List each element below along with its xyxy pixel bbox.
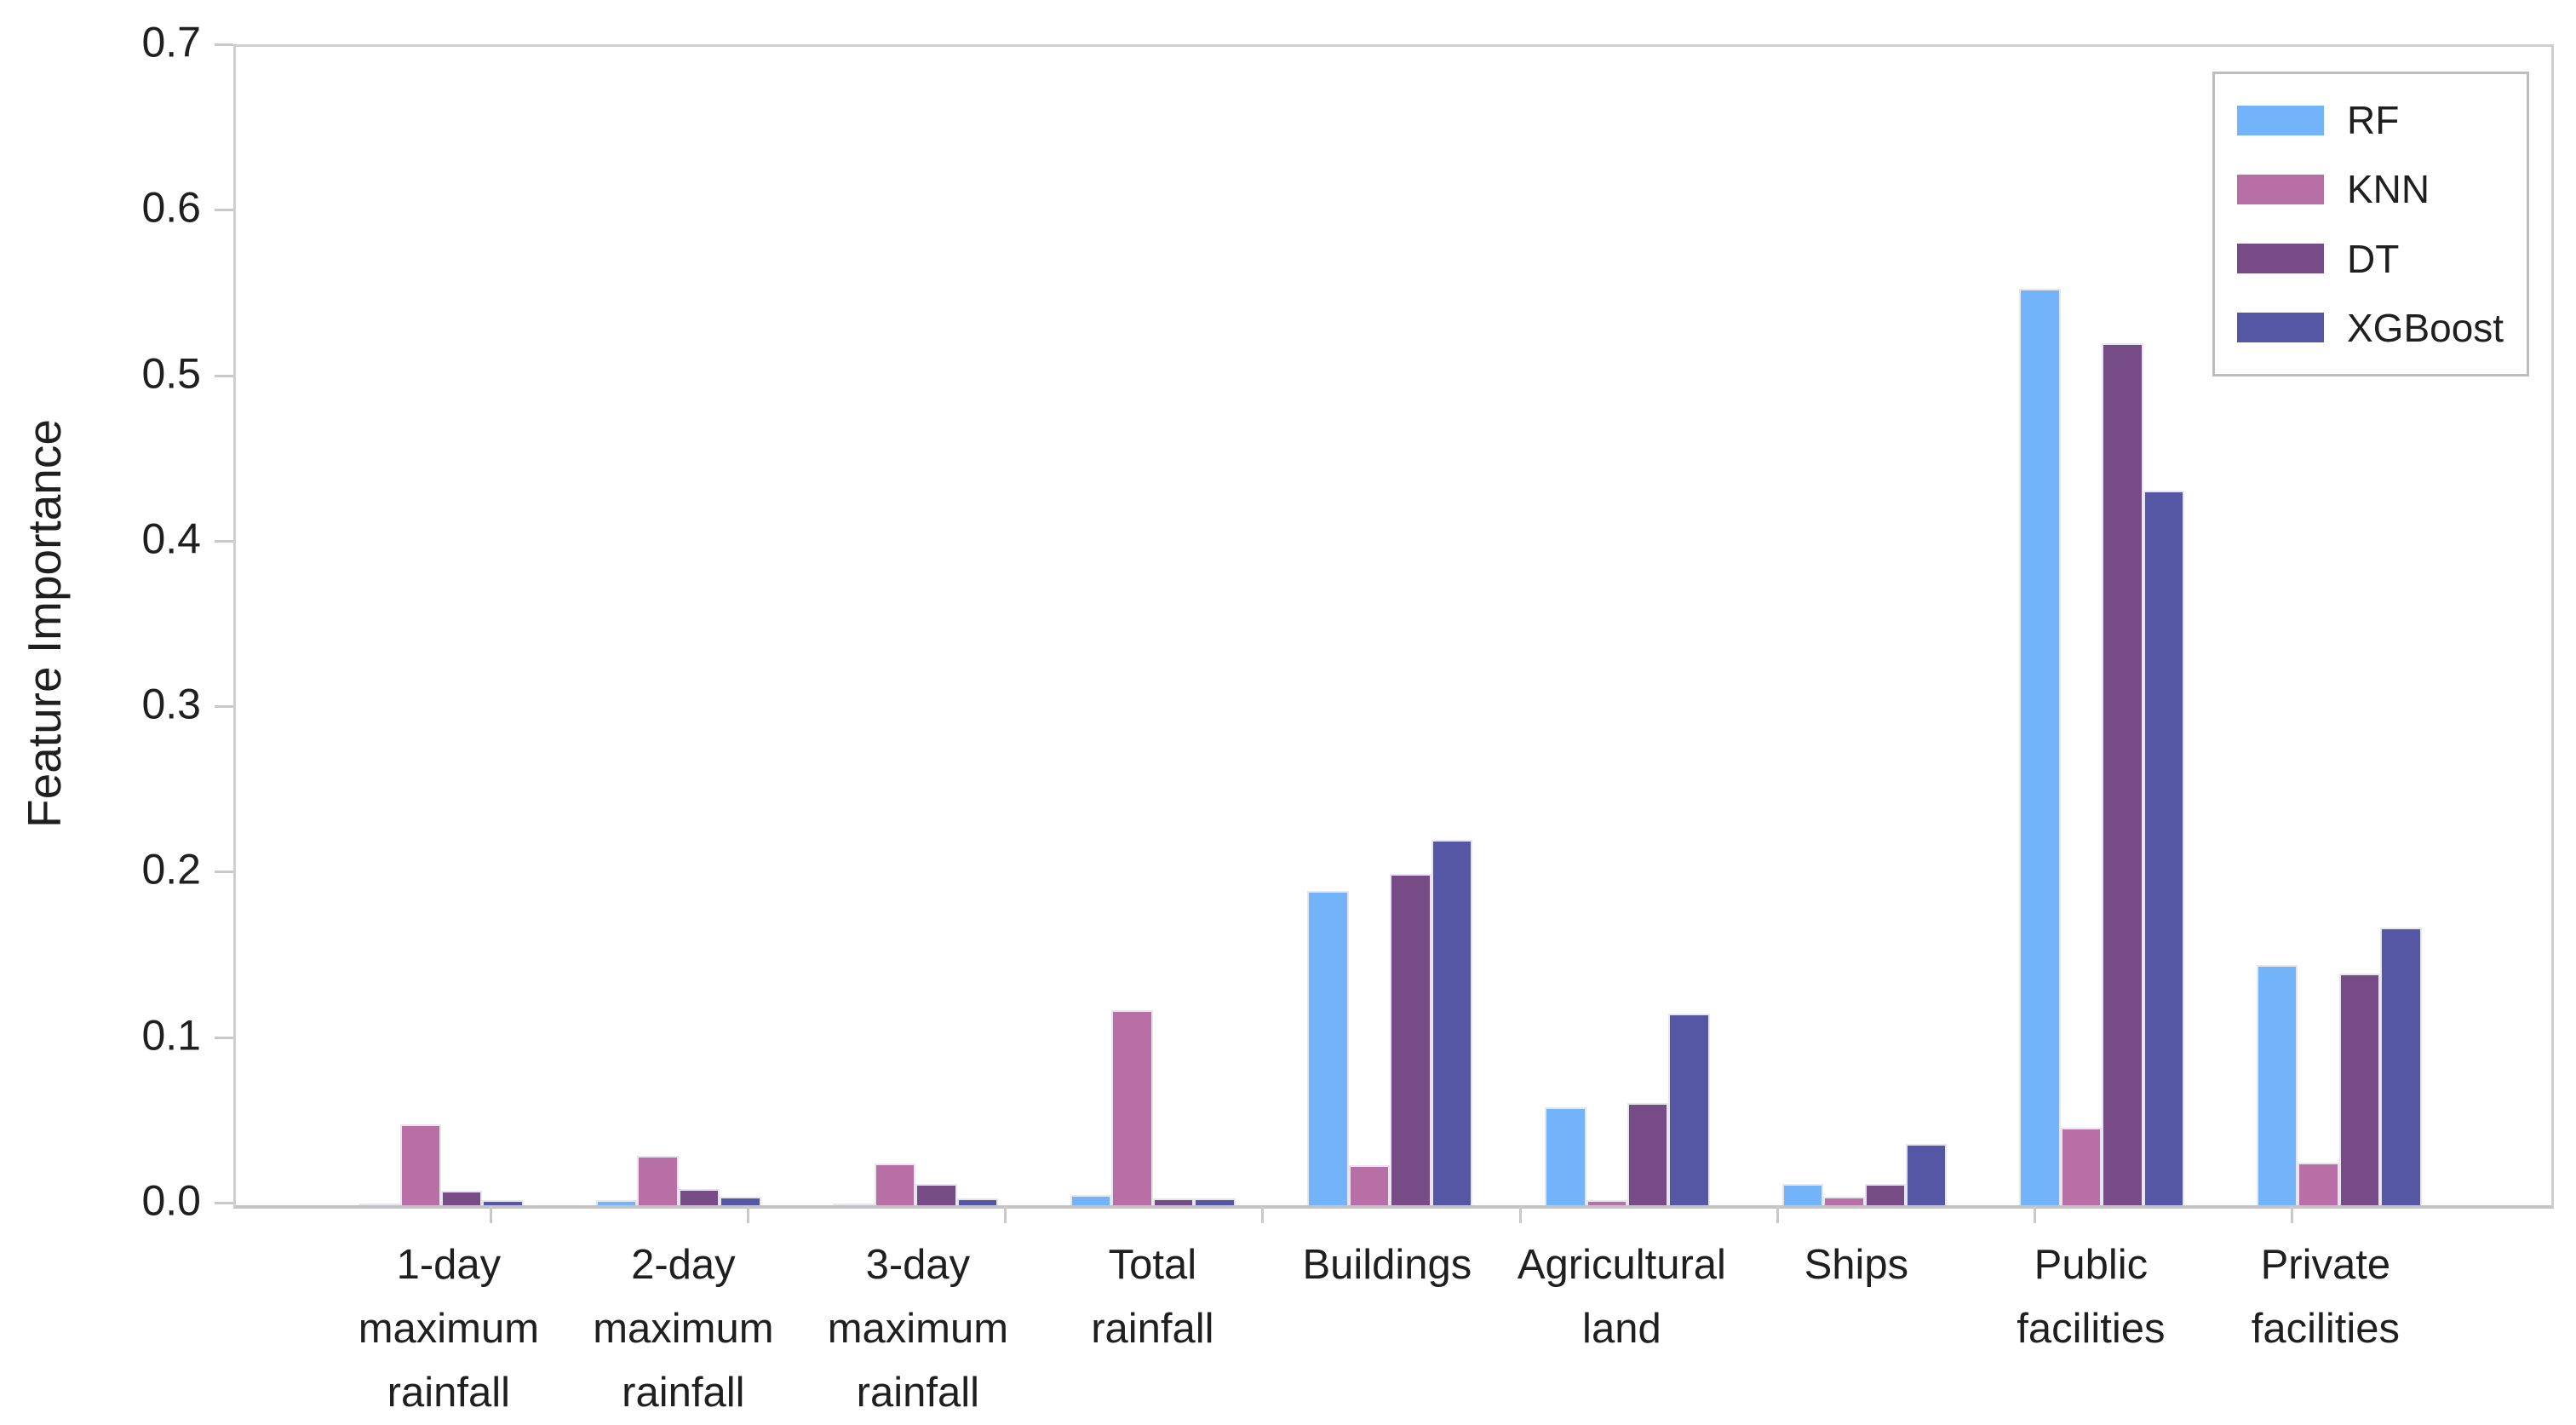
x-tick <box>490 1206 493 1223</box>
bar-dt <box>915 1183 957 1205</box>
x-category-label: Buildings <box>1302 1242 1472 1288</box>
bar-group-buildings <box>1307 47 1473 1205</box>
x-tick <box>2033 1206 2036 1223</box>
legend: RF KNN DT XGBoost <box>2212 72 2529 376</box>
y-axis-title: Feature Importance <box>18 419 71 828</box>
y-tick-label: 0.7 <box>141 18 201 66</box>
x-tick <box>1004 1206 1007 1223</box>
y-tick <box>215 43 233 46</box>
bar-xgboost <box>2143 490 2185 1205</box>
x-tick <box>1261 1206 1265 1223</box>
legend-row: XGBoost <box>2237 305 2527 351</box>
bar-group-public-facilities <box>2019 47 2185 1205</box>
y-tick <box>215 539 233 543</box>
bar-dt <box>2102 342 2143 1205</box>
bar-series-container <box>236 47 2551 1205</box>
bar-rf <box>595 1200 638 1205</box>
legend-swatch-dt <box>2237 244 2324 274</box>
bar-group-agricultural-land <box>1545 47 1710 1205</box>
y-tick <box>215 705 233 709</box>
bar-dt <box>678 1188 720 1205</box>
bar-knn <box>874 1164 916 1205</box>
x-category-label: 1-day maximum rainfall <box>358 1242 540 1416</box>
x-category-label: 2-day maximum rainfall <box>593 1242 774 1416</box>
x-category-label: Agricultural land <box>1517 1242 1726 1352</box>
y-tick <box>215 1202 233 1204</box>
legend-row: DT <box>2237 236 2527 282</box>
y-tick-label: 0.0 <box>141 1176 201 1225</box>
bar-rf <box>833 1204 875 1205</box>
bar-rf <box>1545 1107 1586 1205</box>
bar-dt <box>2338 974 2381 1205</box>
y-tick-label: 0.3 <box>141 680 201 728</box>
bar-knn <box>1823 1197 1865 1205</box>
bar-knn <box>399 1123 441 1205</box>
bar-rf <box>1070 1195 1112 1205</box>
bar-xgboost <box>2380 927 2422 1205</box>
bar-xgboost <box>1906 1144 1948 1205</box>
x-category-label: Ships <box>1804 1242 1909 1288</box>
y-tick-label: 0.5 <box>141 349 201 398</box>
legend-swatch-rf <box>2237 105 2324 135</box>
bar-knn <box>1111 1009 1153 1205</box>
bar-knn <box>637 1155 679 1205</box>
y-tick-label: 0.4 <box>141 514 201 563</box>
bar-rf <box>1307 890 1349 1205</box>
x-tick <box>1776 1206 1779 1223</box>
legend-label-dt: DT <box>2347 236 2400 281</box>
legend-swatch-xgboost <box>2237 313 2324 343</box>
bar-group-1-day-maximum-rainfall <box>359 47 524 1205</box>
y-tick-label: 0.2 <box>141 846 201 894</box>
bar-dt <box>441 1190 483 1205</box>
y-tick-label: 0.1 <box>141 1011 201 1060</box>
bar-knn <box>2298 1162 2339 1205</box>
bar-knn <box>2060 1127 2103 1205</box>
x-category-label: 3-day maximum rainfall <box>827 1242 1009 1416</box>
bar-xgboost <box>1668 1013 1710 1205</box>
bar-rf <box>2019 288 2061 1205</box>
x-tick <box>747 1206 750 1223</box>
plot-area <box>233 44 2554 1209</box>
legend-label-rf: RF <box>2347 98 2400 143</box>
bar-xgboost <box>1431 839 1473 1205</box>
bar-dt <box>1390 874 1431 1205</box>
bar-knn <box>1348 1165 1391 1205</box>
legend-swatch-knn <box>2237 174 2324 204</box>
y-tick <box>215 1036 233 1039</box>
bar-group-total-rainfall <box>1070 47 1236 1205</box>
bar-dt <box>1152 1198 1195 1205</box>
y-tick <box>215 374 233 377</box>
bar-rf <box>2256 965 2298 1205</box>
x-category-label: Public facilities <box>2017 1242 2166 1352</box>
bar-group-ships <box>1781 47 1948 1205</box>
legend-label-xgboost: XGBoost <box>2347 305 2504 350</box>
bar-xgboost <box>1194 1198 1236 1205</box>
bar-dt <box>1864 1183 1907 1205</box>
bar-dt <box>1626 1102 1669 1205</box>
x-tick <box>2290 1206 2293 1223</box>
bar-rf <box>1781 1183 1824 1205</box>
legend-label-knn: KNN <box>2347 167 2430 212</box>
bar-knn <box>1586 1200 1627 1205</box>
y-tick <box>215 871 233 874</box>
bar-group-2-day-maximum-rainfall <box>595 47 761 1205</box>
x-category-label: Total rainfall <box>1091 1242 1214 1352</box>
bar-rf <box>359 1204 400 1205</box>
legend-row: KNN <box>2237 166 2527 212</box>
y-tick-label: 0.6 <box>141 183 201 232</box>
bar-xgboost <box>720 1197 761 1205</box>
bar-xgboost <box>482 1200 524 1205</box>
x-category-label: Private facilities <box>2251 1242 2401 1352</box>
y-tick <box>215 209 233 212</box>
bar-xgboost <box>956 1198 999 1205</box>
bar-group-3-day-maximum-rainfall <box>833 47 999 1205</box>
legend-row: RF <box>2237 97 2527 143</box>
bar-group-private-facilities <box>2256 47 2422 1205</box>
x-tick <box>1518 1206 1522 1223</box>
